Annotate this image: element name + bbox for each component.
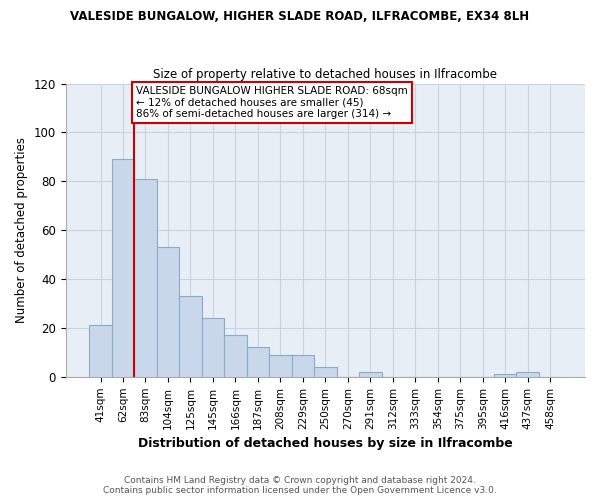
Bar [247, 348, 269, 377]
Text: Contains HM Land Registry data © Crown copyright and database right 2024.
Contai: Contains HM Land Registry data © Crown c… [103, 476, 497, 495]
Bar [112, 160, 134, 377]
X-axis label: Distribution of detached houses by size in Ilfracombe: Distribution of detached houses by size … [138, 437, 513, 450]
Text: VALESIDE BUNGALOW, HIGHER SLADE ROAD, ILFRACOMBE, EX34 8LH: VALESIDE BUNGALOW, HIGHER SLADE ROAD, IL… [70, 10, 530, 23]
Bar [314, 367, 337, 377]
Bar [292, 355, 314, 377]
Bar [179, 296, 202, 377]
Bar [224, 336, 247, 377]
Bar [494, 374, 517, 377]
Bar [359, 372, 382, 377]
Bar [134, 179, 157, 377]
Bar [517, 372, 539, 377]
Bar [157, 248, 179, 377]
Bar [202, 318, 224, 377]
Bar [269, 355, 292, 377]
Text: VALESIDE BUNGALOW HIGHER SLADE ROAD: 68sqm
← 12% of detached houses are smaller : VALESIDE BUNGALOW HIGHER SLADE ROAD: 68s… [136, 86, 408, 119]
Title: Size of property relative to detached houses in Ilfracombe: Size of property relative to detached ho… [154, 68, 497, 81]
Y-axis label: Number of detached properties: Number of detached properties [15, 137, 28, 323]
Bar [89, 326, 112, 377]
